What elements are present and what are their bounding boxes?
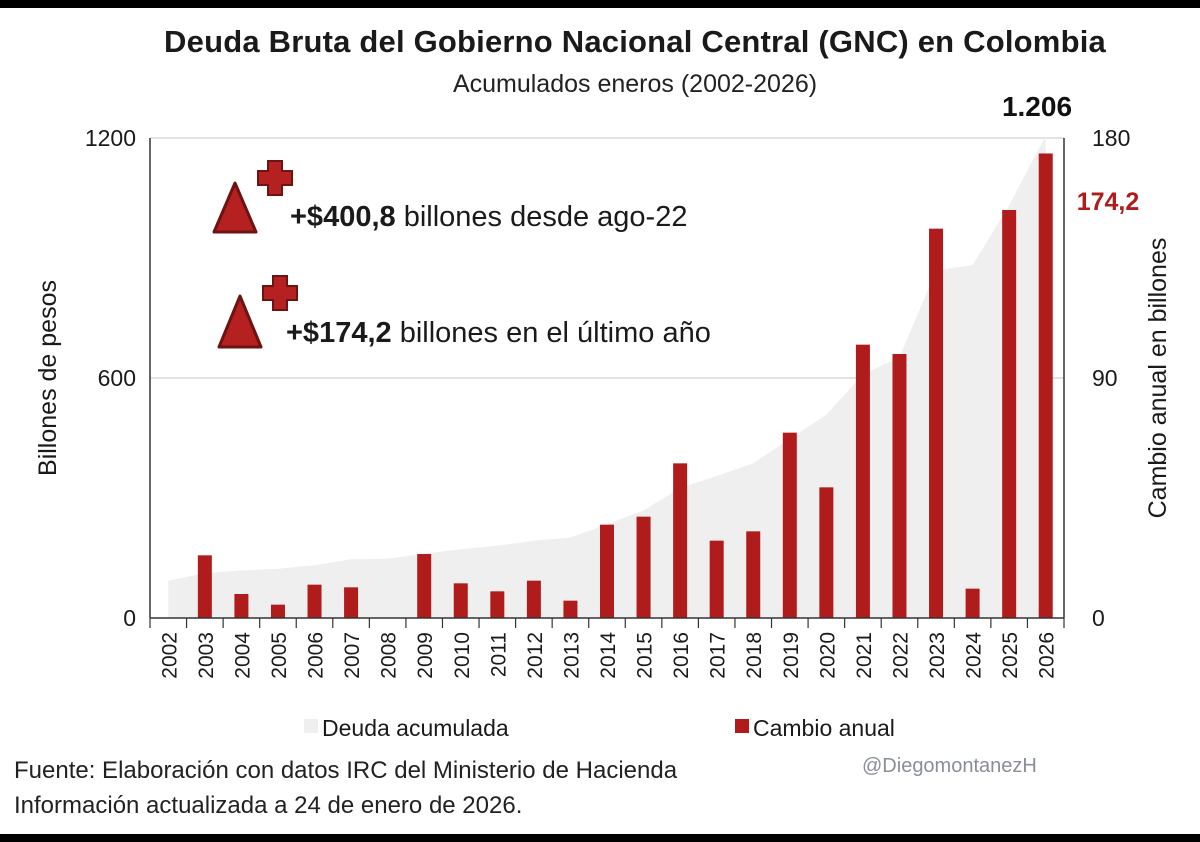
x-tick-label: 2015 xyxy=(634,632,657,679)
legend-bar-label: Cambio anual xyxy=(753,715,895,741)
plus-icon xyxy=(257,160,293,196)
x-tick-label: 2017 xyxy=(707,632,730,679)
annotation-2-text: billones en el último año xyxy=(392,317,711,349)
x-tick-label: 2002 xyxy=(158,632,181,679)
last-debt-value-label: 1.206 xyxy=(1002,91,1072,122)
y2-tick-label: 0 xyxy=(1092,605,1105,631)
author-handle: @DiegomontanezH xyxy=(862,755,1037,777)
annotation-1-text: billones desde ago-22 xyxy=(396,201,688,233)
bar xyxy=(453,583,468,618)
x-tick-label: 2005 xyxy=(268,632,291,679)
bar xyxy=(1038,153,1053,618)
x-tick-label: 2024 xyxy=(963,632,986,679)
bar xyxy=(709,540,724,618)
y-tick-label: 1200 xyxy=(85,125,136,151)
update-note: Información actualizada a 24 de enero de… xyxy=(14,792,523,819)
bar xyxy=(270,604,285,618)
bar xyxy=(526,580,541,618)
bar xyxy=(197,555,212,618)
y-tick-label: 0 xyxy=(123,605,136,631)
x-tick-label: 2004 xyxy=(231,632,254,679)
bar xyxy=(1002,210,1017,618)
x-tick-label: 2021 xyxy=(853,632,876,679)
svg-text:+$174,2 billones en el último: +$174,2 billones en el último año xyxy=(286,317,711,349)
chart-subtitle: Acumulados eneros (2002-2026) xyxy=(452,70,818,98)
triangle-up-icon xyxy=(212,181,258,234)
chart-title: Deuda Bruta del Gobierno Nacional Centra… xyxy=(164,24,1106,59)
x-tick-label: 2010 xyxy=(451,632,474,679)
x-tick-label: 2006 xyxy=(305,632,328,679)
source-note: Fuente: Elaboración con datos IRC del Mi… xyxy=(14,757,678,784)
bar xyxy=(417,554,432,618)
x-tick-label: 2019 xyxy=(780,632,803,679)
x-tick-label: 2023 xyxy=(926,632,949,679)
x-tick-label: 2007 xyxy=(341,632,364,679)
svg-text:+$400,8 billones desde ago-22: +$400,8 billones desde ago-22 xyxy=(290,201,687,233)
legend-area-swatch xyxy=(304,719,318,733)
bar xyxy=(673,463,688,618)
x-tick-label: 2016 xyxy=(670,632,693,679)
x-tick-label: 2013 xyxy=(560,632,583,679)
bar xyxy=(636,516,651,618)
bar xyxy=(234,594,249,618)
bar xyxy=(782,432,797,618)
x-tick-label: 2014 xyxy=(597,632,620,679)
legend: Deuda acumulada Cambio anual xyxy=(304,715,895,741)
bar xyxy=(819,487,834,618)
last-change-value-label: 174,2 xyxy=(1077,188,1140,216)
annotation-1-amount: +$400,8 xyxy=(290,201,396,233)
bar xyxy=(746,531,761,618)
x-tick-label: 2003 xyxy=(195,632,218,679)
bar xyxy=(892,354,907,618)
legend-area-label: Deuda acumulada xyxy=(322,715,509,741)
bar xyxy=(600,524,614,618)
x-tick-label: 2026 xyxy=(1036,632,1059,679)
y2-axis-label: Cambio anual en billones xyxy=(1144,238,1172,519)
plus-icon xyxy=(262,275,298,311)
annotation-1: +$400,8 billones desde ago-22 xyxy=(212,160,687,234)
y-tick-label: 600 xyxy=(98,365,136,391)
x-tick-label: 2008 xyxy=(378,632,401,679)
bar xyxy=(563,600,578,618)
bar xyxy=(490,591,505,618)
bar xyxy=(307,584,322,618)
y-axis-label: Billones de pesos xyxy=(34,280,62,476)
annotation-2: +$174,2 billones en el último año xyxy=(217,275,711,349)
legend-bar-swatch xyxy=(735,719,749,733)
bar xyxy=(344,587,359,618)
x-tick-label: 2012 xyxy=(524,632,547,679)
x-tick-label: 2018 xyxy=(743,632,766,679)
triangle-up-icon xyxy=(217,294,263,349)
bar xyxy=(855,344,870,618)
y2-tick-label: 180 xyxy=(1092,125,1130,151)
x-tick-label: 2025 xyxy=(999,632,1022,679)
bar xyxy=(929,228,944,618)
annotation-2-amount: +$174,2 xyxy=(286,317,392,349)
x-tick-label: 2020 xyxy=(816,632,839,679)
y2-tick-label: 90 xyxy=(1092,365,1118,391)
x-tick-label: 2009 xyxy=(414,632,437,679)
x-tick-label: 2022 xyxy=(889,632,912,679)
bar xyxy=(965,588,980,618)
x-tick-label: 2011 xyxy=(487,632,510,677)
